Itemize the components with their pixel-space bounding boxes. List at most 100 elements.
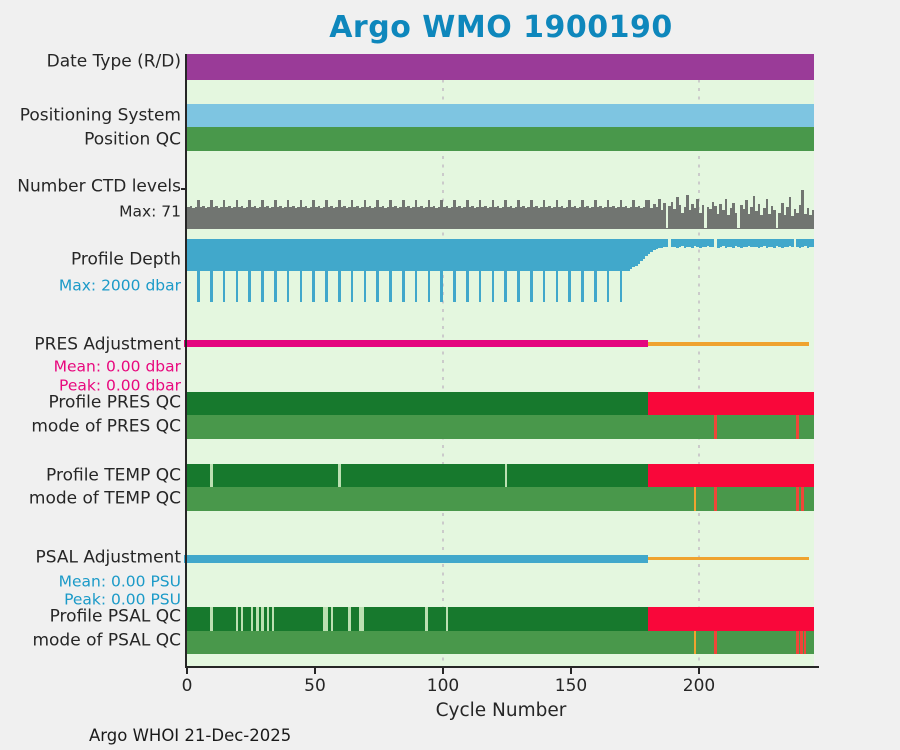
profile-temp-qc-gap bbox=[210, 463, 213, 487]
depth-bar bbox=[371, 239, 374, 271]
profile-temp-qc-segment bbox=[647, 463, 815, 487]
ctd-bar bbox=[225, 207, 228, 229]
ctd-bar bbox=[617, 207, 620, 229]
mode-temp-qc-tick bbox=[796, 487, 799, 511]
ctd-bar bbox=[642, 207, 646, 229]
ctd-bar bbox=[315, 207, 318, 229]
depth-bar bbox=[494, 239, 497, 271]
depth-bar bbox=[399, 239, 403, 271]
depth-bar bbox=[271, 239, 275, 271]
depth-bar bbox=[197, 239, 200, 302]
ctd-bar bbox=[734, 212, 738, 229]
ctd-bar bbox=[284, 207, 287, 229]
ctd-bar bbox=[757, 203, 761, 229]
depth-bar bbox=[704, 239, 707, 248]
ctd-bar bbox=[670, 201, 674, 229]
ctd-bar bbox=[719, 203, 723, 229]
ctd-bar bbox=[202, 206, 205, 229]
depth-bar bbox=[248, 239, 252, 302]
ctd-bar bbox=[368, 206, 372, 229]
depth-bar bbox=[192, 239, 195, 271]
profile-psal-qc-gap bbox=[445, 607, 449, 631]
depth-bar bbox=[491, 239, 495, 302]
depth-bar bbox=[509, 239, 513, 271]
depth-bar bbox=[673, 239, 676, 247]
depth-bar bbox=[591, 239, 595, 271]
depth-bar bbox=[207, 239, 211, 271]
depth-bar bbox=[412, 239, 415, 271]
ctd-bar bbox=[716, 213, 720, 229]
ctd-bar bbox=[340, 207, 344, 229]
ctd-bar bbox=[210, 200, 213, 229]
ctd-bar bbox=[763, 208, 766, 229]
depth-bar bbox=[427, 239, 431, 302]
depth-bar bbox=[532, 239, 536, 271]
ctd-bar bbox=[545, 207, 548, 229]
ctd-bar bbox=[407, 206, 410, 229]
ctd-bar bbox=[668, 205, 671, 229]
ctd-bar bbox=[696, 199, 700, 229]
depth-bar bbox=[780, 239, 784, 248]
depth-bar bbox=[210, 239, 213, 302]
pres-adjustment-line bbox=[184, 340, 648, 347]
depth-bar bbox=[765, 239, 769, 248]
ctd-bar bbox=[417, 207, 420, 229]
ctd-bar bbox=[622, 207, 625, 229]
ctd-bar bbox=[494, 207, 497, 229]
ctd-bar bbox=[483, 206, 487, 229]
depth-bar bbox=[747, 239, 751, 247]
ctd-bar bbox=[504, 200, 508, 229]
depth-bar bbox=[635, 239, 638, 266]
depth-bar bbox=[801, 239, 804, 248]
depth-bar bbox=[425, 239, 428, 271]
ctd-bar bbox=[320, 207, 323, 229]
ctd-bar bbox=[811, 209, 815, 229]
depth-bar bbox=[601, 239, 605, 271]
ctd-bar bbox=[425, 207, 428, 229]
mode-pres-qc-segment bbox=[187, 415, 815, 439]
depth-bar bbox=[463, 239, 467, 271]
ctd-bar bbox=[765, 198, 769, 229]
depth-bar bbox=[501, 239, 505, 271]
ctd-bar bbox=[256, 207, 259, 229]
depth-bar bbox=[691, 239, 694, 248]
depth-bar bbox=[683, 239, 687, 248]
profile-pres-qc-segment bbox=[647, 392, 815, 415]
depth-bar bbox=[775, 239, 779, 247]
depth-bar bbox=[798, 239, 802, 248]
psal-adjustment-line bbox=[647, 557, 810, 560]
ctd-bar bbox=[635, 207, 638, 229]
depth-bar bbox=[204, 239, 208, 271]
ctd-bar bbox=[803, 213, 807, 229]
ctd-bar bbox=[768, 213, 771, 229]
depth-bar bbox=[284, 239, 287, 271]
depth-bar bbox=[189, 239, 193, 271]
ctd-bar bbox=[489, 207, 492, 229]
ctd-bar bbox=[248, 200, 252, 229]
depth-bar bbox=[261, 239, 264, 302]
depth-bar bbox=[404, 239, 408, 271]
ctd-bar bbox=[576, 207, 579, 229]
depth-bar bbox=[379, 239, 382, 271]
ctd-bar bbox=[345, 207, 349, 229]
ctd-bar bbox=[455, 207, 459, 229]
row-label: Position QC bbox=[84, 129, 181, 150]
row-label: Profile PSAL QC bbox=[49, 606, 181, 627]
depth-bar bbox=[394, 239, 397, 271]
ctd-bar bbox=[348, 207, 351, 229]
ctd-bar bbox=[274, 200, 277, 229]
mode-temp-qc-tick bbox=[693, 487, 697, 511]
ctd-bar bbox=[353, 207, 356, 229]
row-label: Profile Depth bbox=[70, 249, 181, 270]
row-label: Mean: 0.00 PSU bbox=[58, 572, 181, 591]
depth-bar bbox=[619, 239, 623, 302]
ctd-bar bbox=[701, 204, 705, 229]
depth-bar bbox=[524, 239, 528, 271]
ctd-bar bbox=[739, 204, 743, 229]
row-label: Date Type (R/D) bbox=[46, 51, 181, 72]
depth-bar bbox=[417, 239, 420, 271]
depth-bar bbox=[297, 239, 300, 271]
profile-psal-qc-gap bbox=[325, 607, 328, 631]
gridline bbox=[441, 54, 445, 666]
